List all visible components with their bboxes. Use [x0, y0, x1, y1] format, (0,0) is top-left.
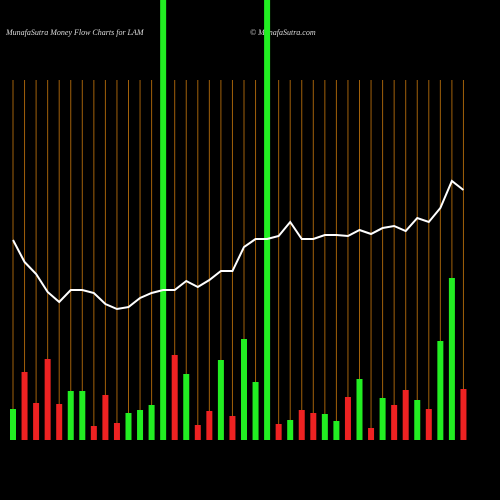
flow-bar — [90, 426, 97, 440]
flow-bar — [21, 372, 28, 440]
flow-bar — [448, 278, 455, 440]
flow-bar — [252, 382, 259, 440]
flow-bar — [113, 423, 120, 440]
flow-bar — [183, 374, 190, 440]
flow-bar — [10, 409, 16, 440]
flow-bar — [194, 425, 201, 440]
flow-bar — [171, 355, 178, 440]
flow-bar — [437, 341, 444, 440]
flow-bar — [217, 360, 224, 440]
chart-subtitle: © MunafaSutra.com — [250, 28, 316, 37]
flow-bar — [33, 403, 40, 440]
chart-title: MunafaSutra Money Flow Charts for LAM — [5, 28, 145, 37]
flow-bar — [56, 404, 63, 440]
flow-bar — [460, 389, 467, 440]
flow-bar — [356, 379, 363, 440]
flow-bar — [414, 400, 421, 440]
flow-bar — [391, 405, 398, 440]
flow-bar — [287, 420, 294, 440]
flow-bar — [298, 410, 305, 440]
highlight-line — [160, 0, 167, 440]
flow-bar — [310, 413, 317, 440]
flow-bar — [241, 339, 247, 440]
flow-bar — [379, 398, 386, 440]
flow-bar — [425, 409, 432, 440]
flow-bar — [125, 413, 132, 440]
flow-bar — [79, 391, 86, 440]
price-line — [12, 179, 465, 311]
flow-bar — [148, 405, 155, 440]
flow-bar — [275, 424, 282, 440]
flow-bar — [333, 421, 340, 440]
flow-bar — [44, 359, 51, 440]
flow-bar — [402, 390, 409, 440]
flow-bar — [321, 414, 328, 440]
flow-bar — [229, 416, 236, 440]
flow-bar — [67, 391, 74, 440]
flow-bar — [102, 395, 109, 440]
highlight-line — [264, 0, 271, 440]
flow-bar — [137, 410, 144, 440]
flow-bar — [344, 397, 351, 440]
flow-bar — [368, 428, 375, 440]
flow-bar — [206, 411, 213, 440]
